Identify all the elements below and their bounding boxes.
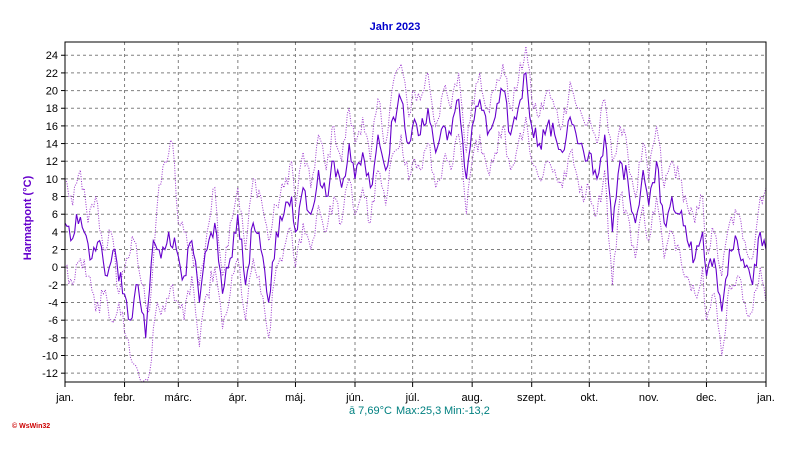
y-tick-label: 10	[46, 174, 58, 186]
series-lines	[64, 46, 767, 383]
min-dewpoint-line	[64, 117, 767, 383]
y-tick-label: 18	[46, 103, 58, 115]
y-tick-label: 12	[46, 156, 58, 168]
wswin-credit: © WsWin32	[12, 422, 50, 430]
y-tick-label: 16	[46, 121, 58, 133]
x-tick-label: jún.	[345, 392, 364, 404]
y-tick-label: -2	[48, 280, 58, 292]
y-tick-label: -4	[48, 298, 58, 310]
x-tick-label: dec.	[696, 392, 717, 404]
x-tick-label: márc.	[165, 392, 193, 404]
y-axis-label: Harmatpont (°C)	[22, 175, 34, 260]
x-tick-label: júl.	[405, 392, 420, 404]
x-tick-label: okt.	[580, 392, 598, 404]
x-tick-label: febr.	[114, 392, 135, 404]
mean-dewpoint-line	[64, 71, 767, 338]
x-tick-labels: jan. febr. márc. ápr. máj. jún. júl. aug. szept.…	[55, 392, 775, 404]
grid-lines	[61, 42, 767, 387]
y-tick-label: 14	[46, 139, 58, 151]
y-tick-label: -8	[48, 333, 58, 345]
y-tick-label: -6	[48, 315, 58, 327]
y-tick-label: 8	[52, 192, 58, 204]
x-tick-label: jan.	[55, 392, 74, 404]
y-tick-label: 0	[52, 262, 58, 274]
x-tick-label: jan.	[756, 392, 775, 404]
x-tick-label: nov.	[639, 392, 659, 404]
plot-frame	[64, 41, 767, 383]
y-tick-label: 22	[46, 68, 58, 80]
x-tick-label: máj.	[285, 392, 306, 404]
y-tick-label: 4	[52, 227, 58, 239]
y-tick-label: 24	[46, 50, 58, 62]
y-tick-label: -12	[42, 368, 58, 380]
y-tick-label: 20	[46, 86, 58, 98]
x-tick-label: szept.	[517, 392, 546, 404]
max-stat: Max:25,3	[396, 405, 441, 417]
x-tick-label: ápr.	[229, 392, 247, 404]
max-dewpoint-line	[64, 46, 767, 313]
mean-stat: ā 7,69°C	[349, 405, 392, 417]
x-tick-label: aug.	[461, 392, 482, 404]
y-tick-label: 6	[52, 209, 58, 221]
min-stat: Min:-13,2	[444, 405, 490, 417]
chart-title: Jahr 2023	[370, 21, 421, 33]
y-tick-label: -10	[42, 351, 58, 363]
y-tick-label: 2	[52, 245, 58, 257]
